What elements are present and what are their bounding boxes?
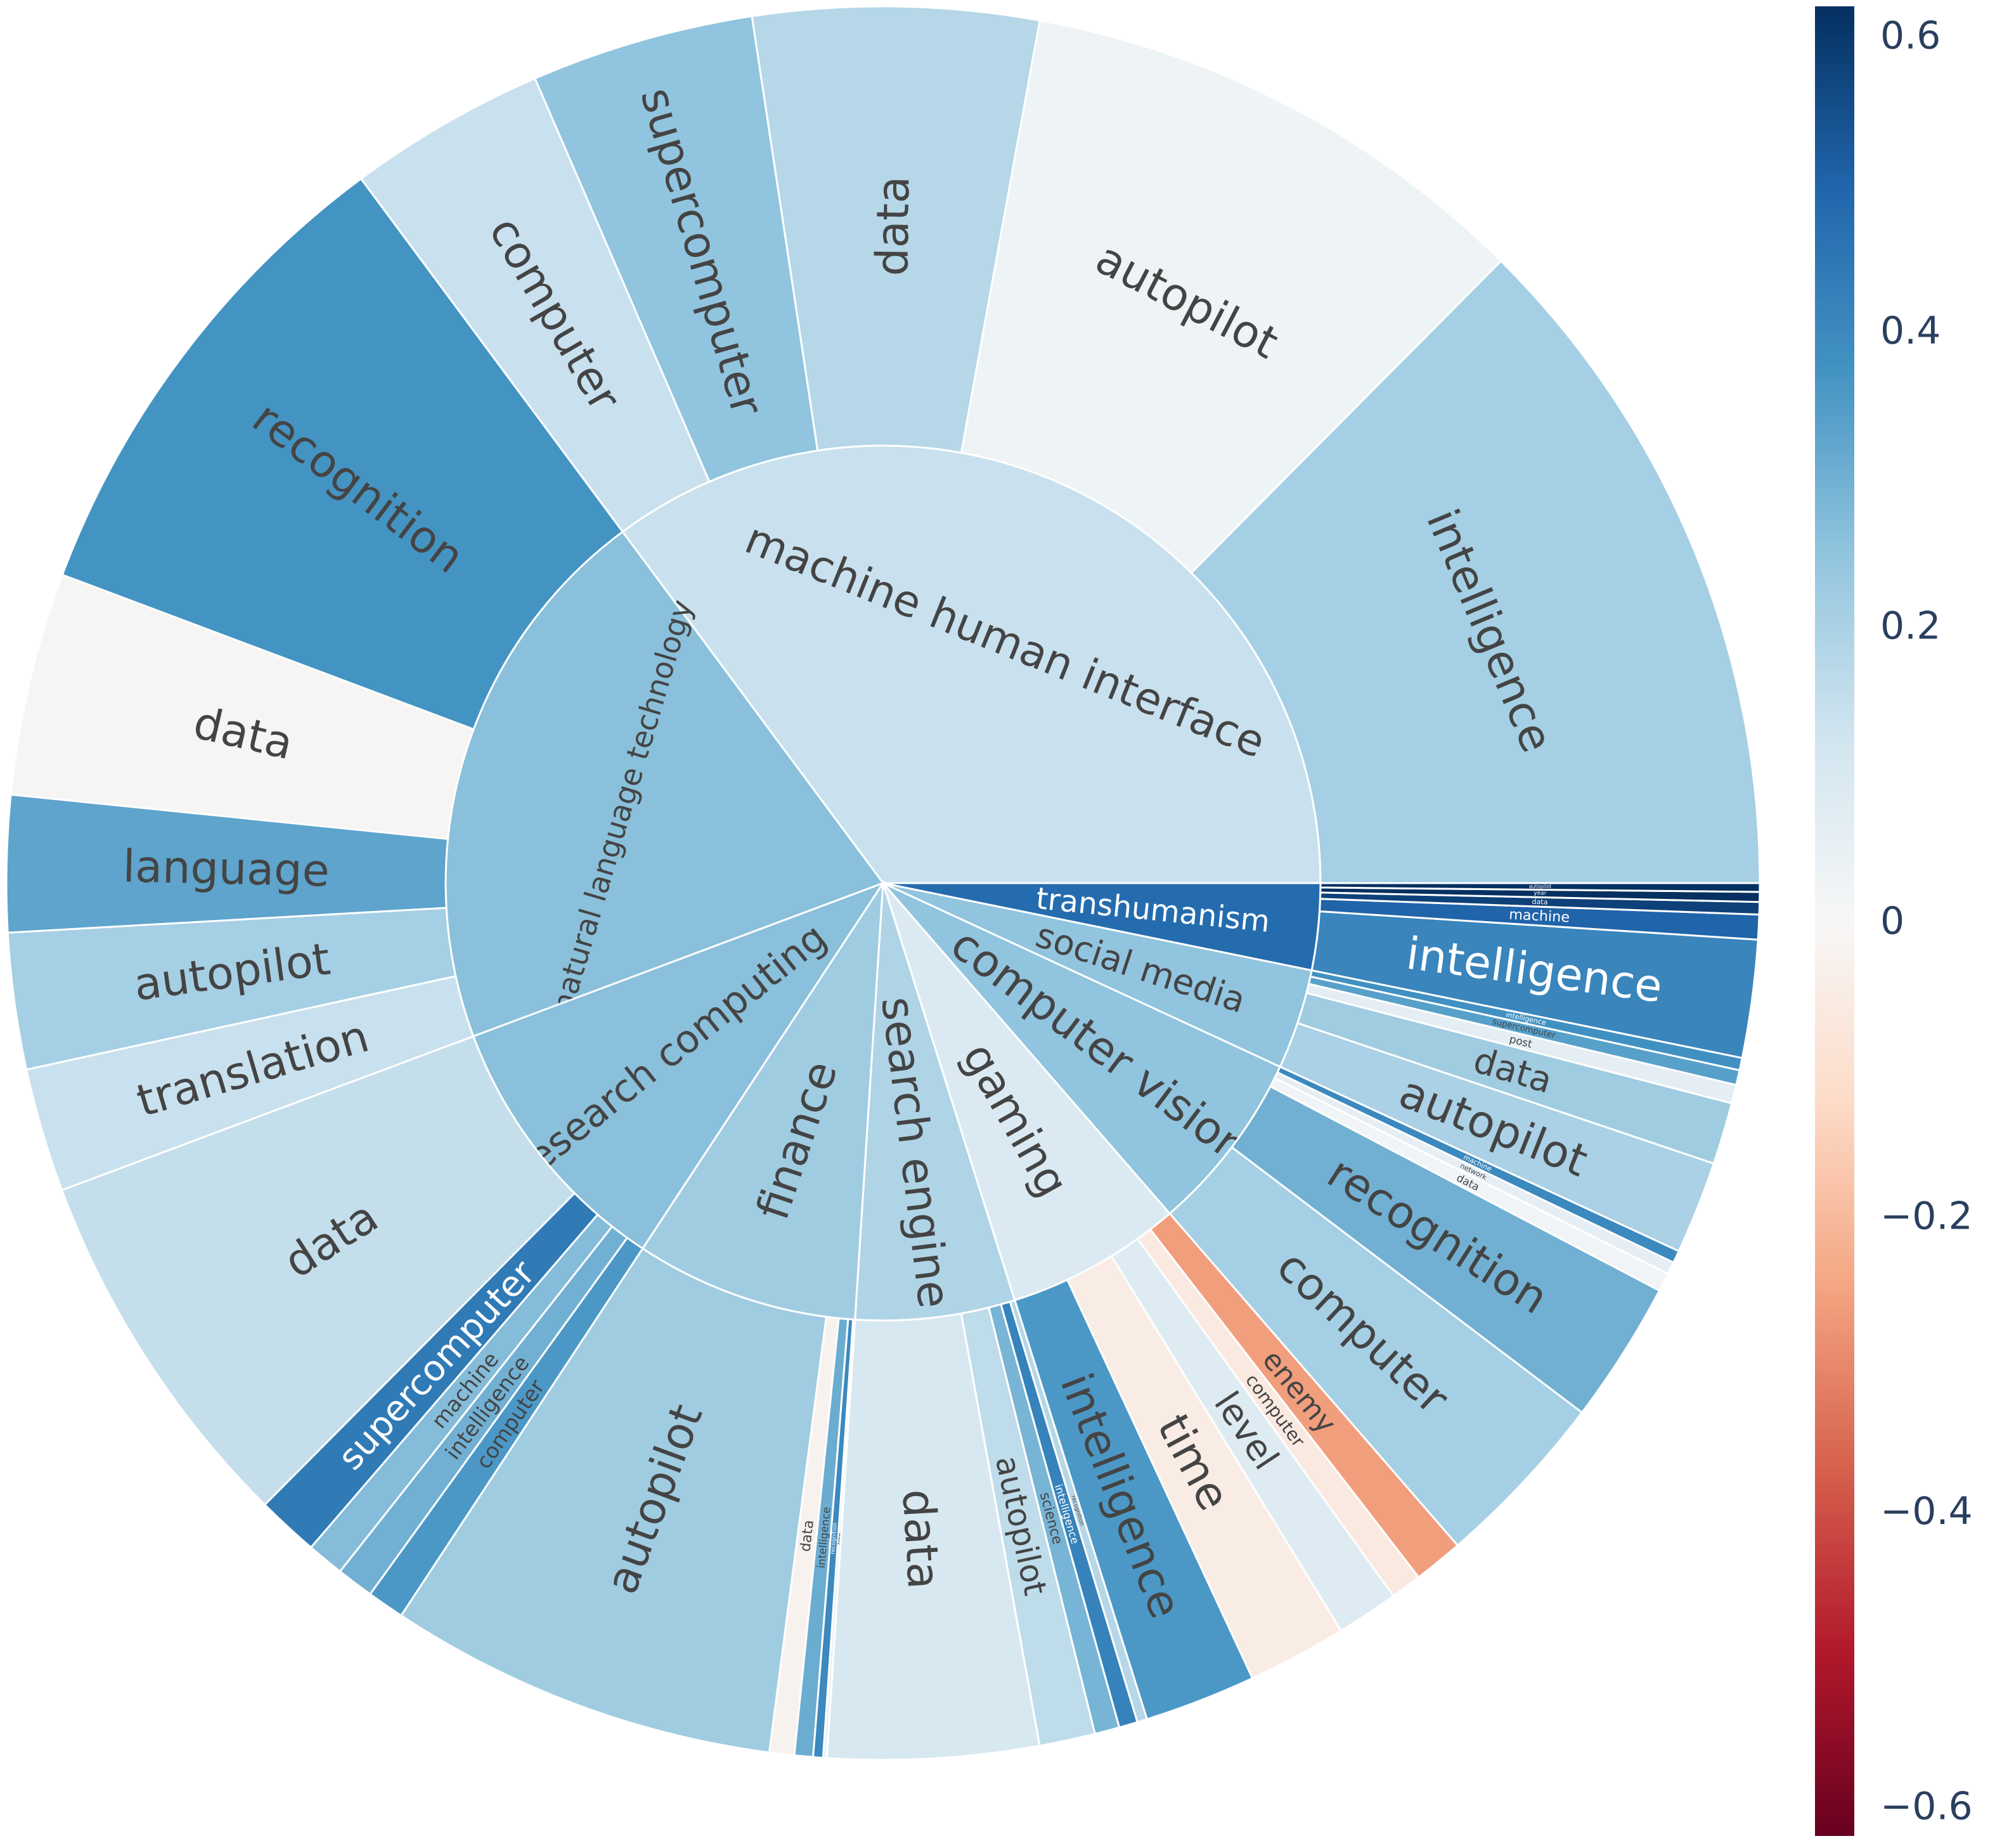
child-wedge-gaming-level[interactable]	[1110, 1237, 1395, 1632]
child-wedge-machine-human-interface-intelligence[interactable]	[1190, 259, 1761, 884]
colorbar-ticks: 0.6 0.4 0.2 0 −0.2 −0.4 −0.6	[1880, 14, 1973, 1829]
child-wedge-search-engine-science[interactable]	[987, 1303, 1121, 1735]
sector-machine-human-interface: machine human interface intelligenceautop…	[359, 5, 1761, 884]
child-wedge-natural-language-technology-language[interactable]	[5, 793, 449, 934]
child-wedge-finance-data[interactable]	[768, 1315, 840, 1757]
child-label-transhumanism-year: year	[1534, 890, 1546, 896]
child-wedge-transhumanism-autopilot[interactable]	[1319, 882, 1761, 893]
child-label-search-engine-data: data	[892, 1488, 950, 1591]
child-wedge-machine-human-interface-supercomputer[interactable]	[533, 15, 819, 483]
child-wedge-transhumanism-intelligence[interactable]	[1310, 910, 1759, 1059]
child-wedge-gaming-enemy[interactable]	[1149, 1212, 1459, 1579]
child-wedge-machine-human-interface-computer[interactable]	[359, 77, 711, 533]
child-wedge-social-media-autopilot[interactable]	[1279, 1021, 1715, 1253]
child-wedge-research-computing-data[interactable]	[60, 1035, 576, 1506]
child-wedge-gaming-time[interactable]	[1066, 1255, 1343, 1680]
child-label-machine-human-interface-data: data	[866, 176, 919, 276]
sunburst: machine human interface intelligenceautop…	[5, 5, 1761, 1761]
child-wedge-finance-autopilot[interactable]	[399, 1247, 828, 1754]
child-wedge-research-computing-computer[interactable]	[368, 1236, 644, 1617]
sector-social-media: social mediaautopilotdatapostsupercomput…	[882, 882, 1743, 1253]
child-wedge-computer-vision-computer[interactable]	[1168, 1146, 1584, 1547]
child-wedge-machine-human-interface-autopilot[interactable]	[960, 19, 1502, 574]
child-label-transhumanism-autopilot: autopilot	[1529, 884, 1552, 889]
colorbar-tick-label: 0.6	[1880, 14, 1941, 58]
sector-transhumanism: transhumanismintelligencemachinedatayear…	[882, 881, 1761, 1059]
child-wedge-social-media-data[interactable]	[1296, 992, 1733, 1165]
child-label-finance-time: time	[836, 1533, 843, 1545]
child-label-transhumanism-data: data	[1532, 898, 1547, 907]
child-label-finance-data: data	[797, 1519, 817, 1553]
colorbar-tick-label: −0.4	[1880, 1489, 1973, 1534]
child-wedge-research-computing-intelligence[interactable]	[339, 1225, 629, 1596]
child-wedge-natural-language-technology-recognition[interactable]	[61, 177, 624, 731]
colorbar-tick-label: 0.2	[1880, 604, 1941, 649]
child-label-natural-language-technology-language: language	[122, 840, 330, 896]
child-wedge-natural-language-technology-data[interactable]	[10, 573, 475, 840]
colorbar-tick-label: −0.2	[1880, 1194, 1973, 1238]
child-wedge-natural-language-technology-autopilot[interactable]	[6, 907, 457, 1071]
child-wedge-search-engine-autopilot[interactable]	[960, 1306, 1097, 1747]
colorbar-gradient	[1815, 6, 1854, 1836]
child-wedge-transhumanism-machine[interactable]	[1318, 898, 1760, 941]
colorbar: 0.6 0.4 0.2 0 −0.2 −0.4 −0.6	[1815, 6, 1973, 1836]
child-wedge-research-computing-machine[interactable]	[309, 1213, 614, 1573]
child-wedge-gaming-intelligence[interactable]	[1013, 1278, 1254, 1721]
colorbar-tick-label: −0.6	[1880, 1784, 1973, 1828]
colorbar-tick-label: 0.4	[1880, 309, 1941, 353]
child-wedge-computer-vision-recognition[interactable]	[1230, 1085, 1661, 1414]
child-label-transhumanism-machine: machine	[1509, 907, 1570, 926]
sector-natural-language-technology: natural language technologyrecognitionda…	[5, 177, 885, 1192]
child-label-finance-recognition: recognition	[830, 1522, 839, 1554]
child-wedge-research-computing-supercomputer[interactable]	[263, 1192, 599, 1549]
colorbar-tick-label: 0	[1880, 899, 1904, 943]
child-wedge-natural-language-technology-translation[interactable]	[25, 975, 475, 1192]
child-wedge-search-engine-data[interactable]	[825, 1312, 1041, 1761]
child-wedge-gaming-computer[interactable]	[1136, 1228, 1421, 1598]
child-wedge-machine-human-interface-data[interactable]	[751, 5, 1041, 454]
